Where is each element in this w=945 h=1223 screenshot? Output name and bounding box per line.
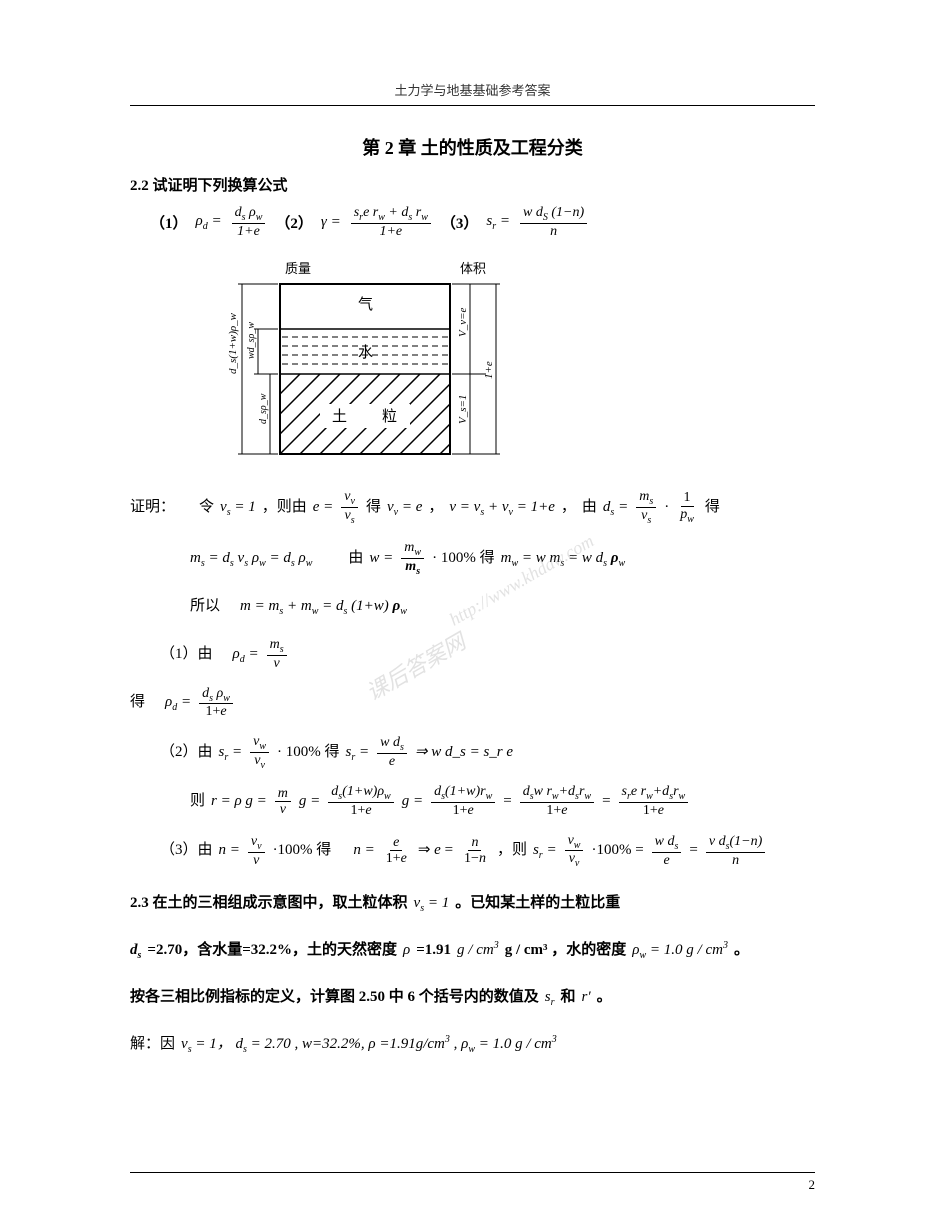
label-mass: 质量 bbox=[285, 261, 311, 276]
page-header: 土力学与地基基础参考答案 bbox=[130, 80, 815, 106]
label-volume: 体积 bbox=[460, 261, 486, 276]
section-2-3-line2: ds =2.70，含水量=32.2%，土的天然密度 ρ =1.91 g / cm… bbox=[130, 934, 815, 967]
section-2-2-title: 2.2 试证明下列换算公式 bbox=[130, 174, 815, 195]
right-dim-vs: V_s=1 bbox=[457, 395, 469, 424]
left-dim-water: wd_sρ_w bbox=[246, 322, 257, 359]
proof-part3: （3）由 n = vvv ·100% 得 n = e1+e ⇒ e = n1−n… bbox=[130, 833, 815, 870]
item3-label: （3） bbox=[441, 212, 479, 233]
item1-lhs: ρd = bbox=[196, 213, 222, 232]
item3-lhs: sr = bbox=[486, 213, 510, 232]
item2-lhs: γ = bbox=[321, 214, 341, 231]
label-water: 水 bbox=[358, 344, 373, 361]
left-dim-soil: d_sρ_w bbox=[258, 393, 269, 424]
item2-frac: sre rw + ds rw 1+e bbox=[351, 205, 431, 239]
phase-diagram: 质量 体积 气 水 bbox=[190, 259, 570, 469]
chapter-title: 第 2 章 土的性质及工程分类 bbox=[130, 134, 815, 160]
right-dim-total: 1+e bbox=[483, 361, 495, 379]
proof-line-2: ms = ds vs ρw = ds ρw 由 w = mwms · 100% … bbox=[130, 540, 815, 577]
proof-part2b: 则 r = ρ g = mv g = ds(1+w)ρw1+e g = ds(1… bbox=[130, 784, 815, 818]
proof-line-1: 证明： 令 vs = 1，则由 e = vvvs 得 vv = e ， v = … bbox=[130, 489, 815, 526]
right-dim-vv: V_v=e bbox=[457, 308, 469, 338]
item1-label: （1） bbox=[150, 212, 188, 233]
left-dims bbox=[238, 284, 278, 454]
proof-part1b: 得 ρd = ds ρw1+e bbox=[130, 686, 815, 720]
label-soil-l: 土 bbox=[332, 408, 347, 425]
proof-part2a: （2）由 sr = vwvv · 100% 得 sr = w dse ⇒ w d… bbox=[130, 734, 815, 771]
formula-row-1: （1） ρd = ds ρw 1+e （2） γ = sre rw + ds r… bbox=[130, 205, 815, 239]
section-2-3-line1: 2.3 在土的三相组成示意图中，取土粒体积 vs = 1 。已知某土样的土粒比重 bbox=[130, 887, 815, 920]
solution-line: 解：因 vs = 1， ds = 2.70 , w=32.2%, ρ =1.91… bbox=[130, 1028, 815, 1061]
item1-frac: ds ρw 1+e bbox=[232, 205, 266, 239]
left-dim-total: d_s(1+w)ρ_w bbox=[227, 313, 239, 375]
label-air: 气 bbox=[358, 296, 373, 313]
item3-frac: w dS (1−n) n bbox=[520, 205, 587, 239]
item2-label: （2） bbox=[275, 212, 313, 233]
proof-part1a: （1）由 ρd = msv bbox=[130, 637, 815, 671]
section-2-3-line3: 按各三相比例指标的定义，计算图 2.50 中 6 个括号内的数值及 sr 和 r… bbox=[130, 981, 815, 1014]
page-number: 2 bbox=[130, 1172, 815, 1193]
proof-line-3: 所以 m = ms + mw = ds (1+w) ρw bbox=[130, 590, 815, 623]
label-soil-r: 粒 bbox=[382, 408, 397, 425]
